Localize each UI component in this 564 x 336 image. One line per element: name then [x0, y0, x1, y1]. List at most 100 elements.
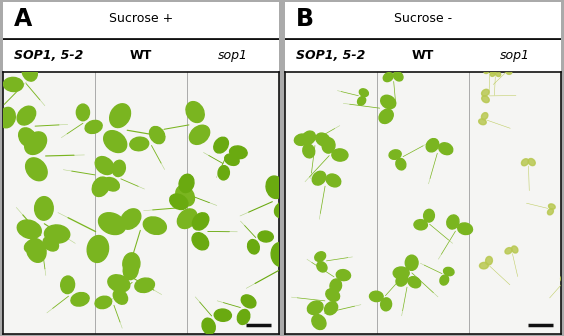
- Ellipse shape: [130, 137, 149, 151]
- Ellipse shape: [92, 177, 109, 197]
- Ellipse shape: [312, 171, 326, 185]
- Ellipse shape: [307, 301, 323, 314]
- Ellipse shape: [315, 252, 325, 261]
- Ellipse shape: [522, 159, 528, 166]
- Ellipse shape: [34, 197, 53, 220]
- Ellipse shape: [45, 225, 70, 243]
- Ellipse shape: [214, 309, 231, 321]
- Ellipse shape: [396, 274, 408, 286]
- Ellipse shape: [3, 77, 23, 91]
- Ellipse shape: [505, 248, 512, 254]
- Text: Sucrose +: Sucrose +: [109, 12, 173, 26]
- Ellipse shape: [230, 146, 247, 159]
- Ellipse shape: [414, 220, 428, 230]
- Ellipse shape: [359, 89, 368, 96]
- Ellipse shape: [316, 133, 330, 146]
- Ellipse shape: [381, 298, 391, 311]
- Text: WT: WT: [130, 49, 152, 62]
- Ellipse shape: [275, 200, 297, 218]
- Text: sop1: sop1: [500, 49, 530, 62]
- Ellipse shape: [271, 243, 290, 266]
- Text: SOP1, 5-2: SOP1, 5-2: [296, 49, 365, 62]
- Ellipse shape: [548, 209, 553, 215]
- Ellipse shape: [369, 291, 383, 302]
- Ellipse shape: [22, 62, 37, 81]
- Ellipse shape: [190, 125, 210, 144]
- Ellipse shape: [266, 176, 284, 199]
- Ellipse shape: [202, 318, 215, 334]
- Ellipse shape: [440, 275, 448, 285]
- Ellipse shape: [218, 166, 230, 180]
- Ellipse shape: [495, 71, 501, 77]
- Ellipse shape: [394, 72, 403, 81]
- Ellipse shape: [186, 101, 204, 123]
- Ellipse shape: [490, 71, 496, 76]
- Ellipse shape: [112, 160, 125, 176]
- Ellipse shape: [482, 89, 489, 96]
- Ellipse shape: [248, 240, 259, 254]
- Ellipse shape: [95, 296, 112, 308]
- Text: Sucrose -: Sucrose -: [394, 12, 452, 26]
- Ellipse shape: [135, 278, 155, 293]
- Ellipse shape: [85, 120, 102, 133]
- Ellipse shape: [379, 109, 393, 123]
- Ellipse shape: [108, 275, 130, 292]
- Ellipse shape: [121, 209, 141, 229]
- Ellipse shape: [317, 262, 327, 272]
- Ellipse shape: [332, 149, 348, 161]
- Ellipse shape: [303, 144, 315, 158]
- Ellipse shape: [336, 269, 351, 281]
- Ellipse shape: [381, 95, 396, 109]
- Ellipse shape: [482, 113, 488, 120]
- Ellipse shape: [214, 137, 228, 153]
- Ellipse shape: [561, 276, 564, 282]
- Ellipse shape: [170, 194, 188, 210]
- Ellipse shape: [149, 127, 165, 144]
- Ellipse shape: [312, 314, 326, 330]
- Ellipse shape: [302, 131, 315, 145]
- Ellipse shape: [0, 95, 1, 110]
- Ellipse shape: [408, 277, 421, 288]
- Ellipse shape: [178, 209, 197, 228]
- Ellipse shape: [504, 67, 508, 72]
- Text: WT: WT: [412, 49, 434, 62]
- Ellipse shape: [439, 143, 453, 155]
- Ellipse shape: [447, 215, 459, 229]
- Ellipse shape: [19, 128, 37, 147]
- Ellipse shape: [103, 177, 120, 191]
- Ellipse shape: [396, 158, 406, 170]
- Ellipse shape: [43, 237, 59, 251]
- Ellipse shape: [258, 231, 274, 242]
- Ellipse shape: [27, 239, 46, 262]
- Ellipse shape: [479, 119, 486, 125]
- Ellipse shape: [393, 267, 409, 279]
- Ellipse shape: [506, 70, 512, 74]
- Ellipse shape: [528, 159, 535, 166]
- Ellipse shape: [25, 132, 47, 155]
- Ellipse shape: [179, 174, 194, 193]
- Ellipse shape: [482, 96, 489, 102]
- Ellipse shape: [87, 236, 109, 262]
- Ellipse shape: [282, 267, 306, 286]
- Ellipse shape: [17, 220, 41, 239]
- Text: A: A: [14, 7, 32, 31]
- Ellipse shape: [76, 104, 90, 121]
- Ellipse shape: [192, 213, 209, 230]
- Ellipse shape: [294, 134, 309, 145]
- Ellipse shape: [109, 104, 130, 128]
- Ellipse shape: [192, 233, 209, 250]
- Ellipse shape: [443, 267, 454, 276]
- Ellipse shape: [490, 68, 496, 74]
- Ellipse shape: [322, 138, 335, 153]
- Ellipse shape: [458, 223, 473, 235]
- Ellipse shape: [123, 261, 138, 280]
- Ellipse shape: [484, 67, 490, 74]
- Text: sop1: sop1: [218, 49, 248, 62]
- Ellipse shape: [486, 256, 492, 265]
- Ellipse shape: [326, 289, 340, 301]
- Ellipse shape: [176, 185, 195, 206]
- Ellipse shape: [95, 157, 114, 174]
- Ellipse shape: [384, 73, 393, 82]
- Ellipse shape: [17, 106, 36, 125]
- Ellipse shape: [479, 262, 488, 269]
